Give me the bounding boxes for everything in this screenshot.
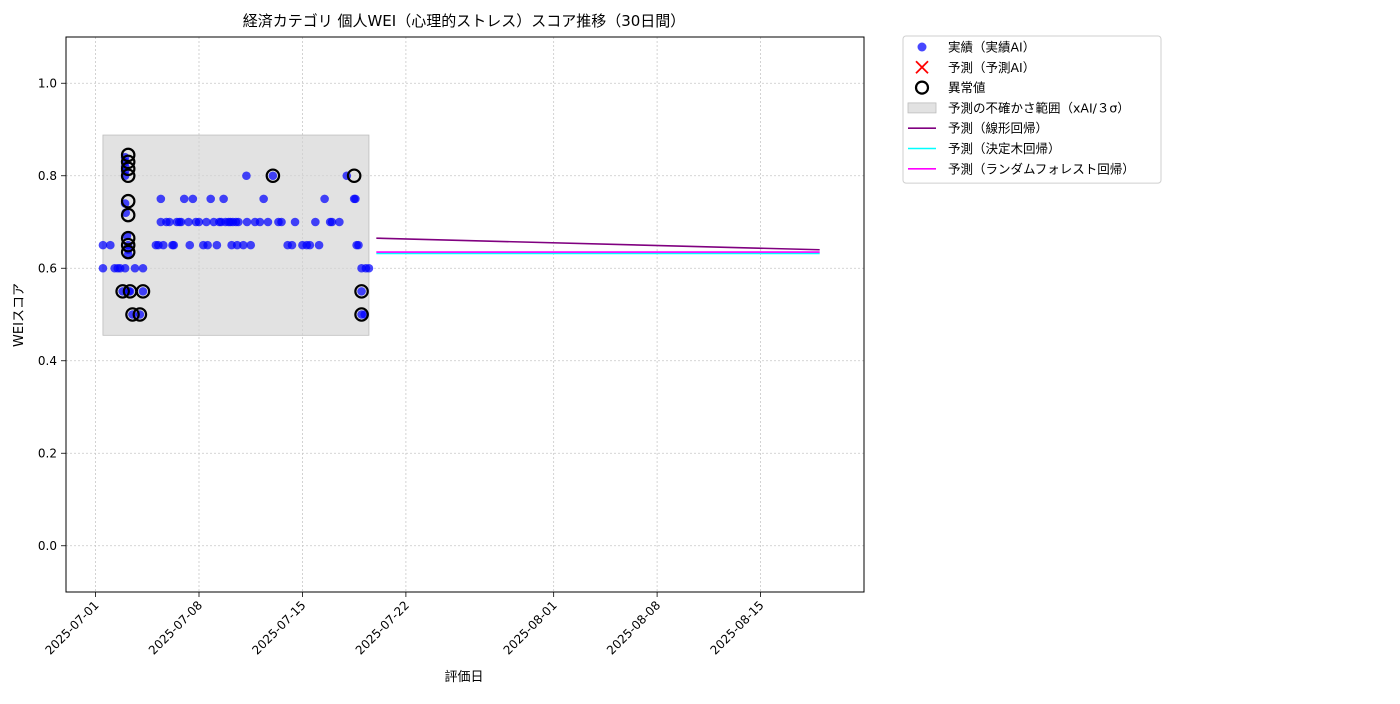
actual-point	[239, 240, 248, 250]
actual-point	[194, 217, 204, 227]
x-tick-label: 2025-07-15	[249, 598, 308, 657]
actual-point	[246, 240, 256, 250]
legend-label: 予測（ランダムフォレスト回帰）	[948, 161, 1135, 176]
anomaly-marker	[120, 168, 136, 184]
actual-point	[259, 194, 268, 204]
anomaly-marker	[120, 230, 136, 246]
actual-point	[98, 263, 108, 273]
anomaly-marker	[115, 284, 130, 299]
actual-point	[354, 240, 363, 250]
legend-label: 予測の不確かさ範囲（xAI/３σ）	[948, 100, 1130, 115]
legend-label: 実績（実績AI）	[948, 40, 1035, 55]
x-tick-label: 2025-08-08	[604, 598, 663, 657]
legend-label: 予測（予測AI）	[948, 60, 1035, 75]
actual-point	[206, 194, 215, 204]
chart-title: 経済カテゴリ 個人WEI（心理的ストレス）スコア推移（30日間）	[243, 12, 686, 30]
actual-point	[98, 240, 108, 250]
actual-point	[138, 287, 148, 296]
anomaly-marker	[120, 147, 136, 163]
actual-point	[219, 194, 228, 204]
anomaly-marker	[120, 161, 136, 177]
plot-frame	[65, 36, 865, 593]
y-tick-label: 0.0	[38, 539, 57, 553]
legend-marker-band	[907, 102, 937, 114]
y-tick-label: 0.6	[38, 261, 57, 275]
actual-point	[305, 240, 315, 250]
actual-point	[138, 263, 148, 273]
actual-point	[156, 194, 166, 204]
legend-label: 異常値	[948, 80, 986, 95]
anomaly-marker	[265, 168, 281, 184]
legend-label: 予測（線形回帰）	[948, 121, 1048, 136]
actual-point	[290, 217, 300, 227]
actual-point	[327, 217, 337, 227]
actual-point	[364, 263, 374, 273]
actual-point	[202, 217, 211, 227]
actual-point	[176, 217, 186, 227]
actual-point	[242, 217, 252, 227]
actual-point	[263, 217, 273, 227]
actual-point	[232, 240, 242, 250]
actual-point	[185, 240, 195, 250]
anomaly-marker	[120, 237, 136, 253]
legend-marker-anomaly	[914, 80, 930, 95]
actual-point	[188, 194, 198, 204]
anomaly-marker	[354, 307, 369, 322]
actual-point	[255, 217, 265, 227]
actual-point	[184, 217, 193, 227]
actual-point	[203, 240, 212, 250]
actual-point	[320, 194, 329, 204]
actual-point	[234, 217, 243, 227]
anomaly-marker	[120, 244, 136, 260]
actual-point	[268, 171, 278, 181]
actual-point	[311, 217, 320, 227]
anomaly-marker	[346, 168, 362, 184]
x-axis-label: 評価日	[444, 670, 483, 685]
actual-point	[335, 217, 344, 227]
actual-point	[287, 240, 297, 250]
anomaly-marker	[120, 193, 136, 209]
y-tick-label: 1.0	[38, 76, 57, 90]
x-tick-label: 2025-07-22	[353, 598, 412, 657]
actual-point	[106, 240, 115, 250]
actual-point	[314, 240, 324, 250]
x-tick-label: 2025-07-08	[146, 598, 205, 657]
anomaly-marker	[125, 307, 140, 322]
actual-point	[169, 240, 179, 250]
actual-point	[277, 217, 286, 227]
x-tick-label: 2025-08-15	[707, 598, 766, 657]
forecast-line	[376, 237, 820, 251]
actual-point	[158, 240, 168, 250]
uncertainty-band	[102, 134, 370, 336]
legend-label: 予測（決定木回帰）	[948, 141, 1061, 156]
actual-point	[351, 194, 360, 204]
actual-point	[165, 217, 174, 227]
y-tick-label: 0.2	[38, 446, 57, 460]
actual-point	[120, 263, 130, 273]
x-tick-label: 2025-08-01	[501, 598, 560, 657]
actual-point	[123, 250, 133, 259]
actual-point	[242, 171, 251, 181]
y-tick-label: 0.8	[38, 169, 57, 183]
legend-marker-actual	[917, 42, 927, 52]
actual-point	[130, 263, 140, 273]
actual-point	[212, 240, 222, 250]
x-tick-label: 2025-07-01	[42, 598, 101, 657]
legend-marker-forecast	[915, 60, 929, 74]
anomaly-marker	[120, 207, 136, 223]
anomaly-marker	[135, 284, 151, 299]
anomaly-marker	[132, 307, 148, 322]
plot-area: 0.0 0.2 0.4 0.6 0.8 1.0 2025-07-01 2025-07-08 20…	[38, 36, 865, 657]
anomaly-marker	[354, 284, 369, 299]
legend-box	[902, 35, 1162, 184]
actual-point	[179, 194, 189, 204]
anomaly-marker	[120, 154, 136, 170]
y-axis-label: WEIスコア	[12, 283, 27, 347]
actual-point	[357, 287, 366, 296]
y-tick-label: 0.4	[38, 354, 57, 368]
